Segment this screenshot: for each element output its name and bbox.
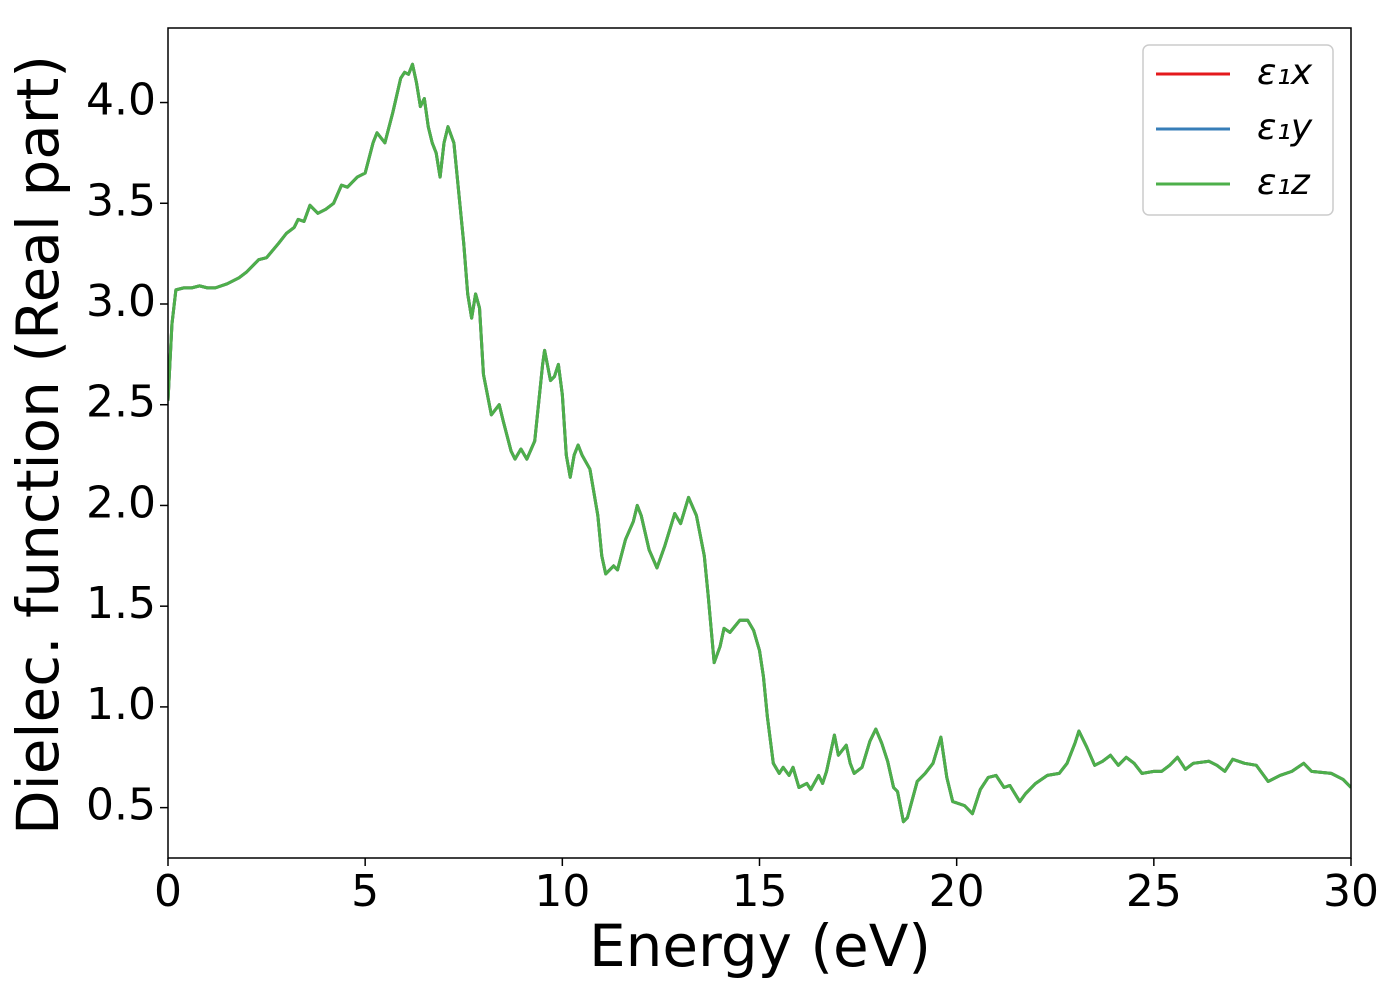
x-tick-label: 5 <box>351 866 379 917</box>
series-line <box>168 62 1351 824</box>
y-tick-label: 1.5 <box>86 578 156 629</box>
y-tick-label: 2.0 <box>86 477 156 528</box>
legend-box <box>1142 44 1334 216</box>
x-tick-label: 20 <box>929 866 985 917</box>
y-tick-label: 1.0 <box>86 679 156 730</box>
x-tick-label: 25 <box>1126 866 1182 917</box>
y-tick-label: 0.5 <box>86 780 156 831</box>
x-tick-label: 0 <box>154 866 182 917</box>
y-tick-label: 3.5 <box>86 175 156 226</box>
y-tick-label: 2.5 <box>86 377 156 428</box>
x-axis-label: Energy (eV) <box>589 912 931 980</box>
x-tick-label: 30 <box>1323 866 1379 917</box>
y-tick-label: 4.0 <box>86 75 156 126</box>
legend-label: ε₁z <box>1257 162 1311 203</box>
x-tick-label: 15 <box>732 866 788 917</box>
x-tick-label: 10 <box>534 866 590 917</box>
legend-label: ε₁x <box>1257 52 1313 93</box>
y-tick-label: 3.0 <box>86 276 156 327</box>
legend-label: ε₁y <box>1257 107 1313 148</box>
y-axis-label: Dielec. function (Real part) <box>4 55 72 835</box>
plot-frame <box>167 27 1352 859</box>
